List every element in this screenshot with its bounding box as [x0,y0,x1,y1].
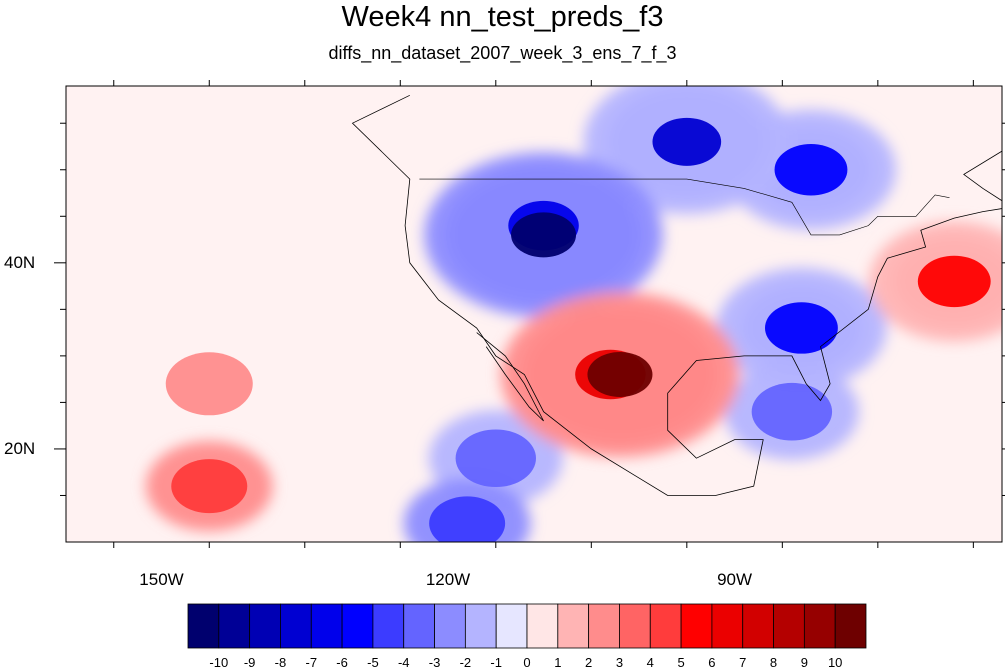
colorbar-swatch [588,603,620,649]
gulf-blue-anomaly [751,382,833,441]
canada-blue-anomaly [774,144,848,196]
baja-coastline [476,332,544,422]
colorbar-label: 8 [769,655,778,670]
colorbar-label: 6 [708,655,716,670]
colorbar-label: 9 [800,655,808,670]
colorbar-label: -2 [459,655,472,670]
colorbar-swatch [557,603,590,649]
plot-subtitle: diffs_nn_dataset_2007_week_3_ens_7_f_3 [328,43,677,63]
colorbar-swatch [773,603,805,649]
colorbar-swatch [495,603,528,649]
colorbar-label: -3 [428,655,441,670]
colorbar-swatch [341,603,374,649]
north-blue-anomaly [652,117,722,166]
colorbar-swatch [434,603,466,649]
colorbar-swatch [464,603,497,649]
colorbar-swatch [834,603,867,649]
colorbar-swatch [249,603,281,649]
x-tick-label: 90W [717,570,753,589]
texas-red-anomaly [587,351,653,397]
colorbar-swatch [742,603,774,649]
border-line [419,178,950,236]
map-frame [65,85,1003,543]
colorbar-swatch [680,603,713,649]
colorbar-label: 3 [615,655,624,670]
y-tick-label: 20N [4,438,36,458]
colorbar-swatch [280,603,312,649]
colorbar-label: -8 [274,655,287,670]
x-tick-label: 150W [139,570,184,589]
axis-ticks [54,80,1005,548]
colorbar-label: -4 [397,655,410,670]
plot-title: Week4 nn_test_preds_f3 [341,1,664,33]
colorbar-swatch [526,603,559,649]
colorbar-swatch [619,603,651,649]
colorbar-label: 5 [677,655,685,670]
colorbar-label: 10 [827,655,843,670]
colorbar-swatch [187,603,220,649]
colorbar-swatch [403,603,435,649]
colorbar-swatch [372,603,405,649]
colorbar-swatch [711,603,744,649]
colorbar-label: -5 [367,655,379,670]
west-blue-anomaly [511,212,577,258]
colorbar-label: -10 [209,655,229,670]
colorbar-label: 0 [523,655,531,670]
colorbar-label: 4 [646,655,654,670]
colorbar-label: 2 [585,655,593,670]
colorbar-swatch [803,603,836,649]
colorbar-swatch [218,603,251,649]
y-tick-label: 40N [4,252,36,272]
colorbar-label: 1 [554,655,562,670]
pacific-red-anomaly [171,459,248,514]
south-blue-anomaly [429,496,506,542]
colorbar-label: -9 [243,655,256,670]
colorbar-label: -7 [305,655,318,670]
colorbar-swatch [310,603,343,649]
x-tick-label: 120W [425,570,471,589]
colorbar-label: -6 [336,655,348,670]
colorbar-swatch [649,603,682,649]
colorbar-label: 7 [739,655,747,670]
coastline [351,94,1002,496]
colorbar [187,603,867,649]
east-pacific-red [165,352,253,416]
atlantic-red-anomaly [917,255,991,308]
subtropic-blue-anomaly [455,429,536,488]
anomaly-layer [165,117,991,542]
coastline-layer [351,94,1002,496]
southeast-blue-anomaly [765,302,838,354]
colorbar-label: -1 [490,655,502,670]
